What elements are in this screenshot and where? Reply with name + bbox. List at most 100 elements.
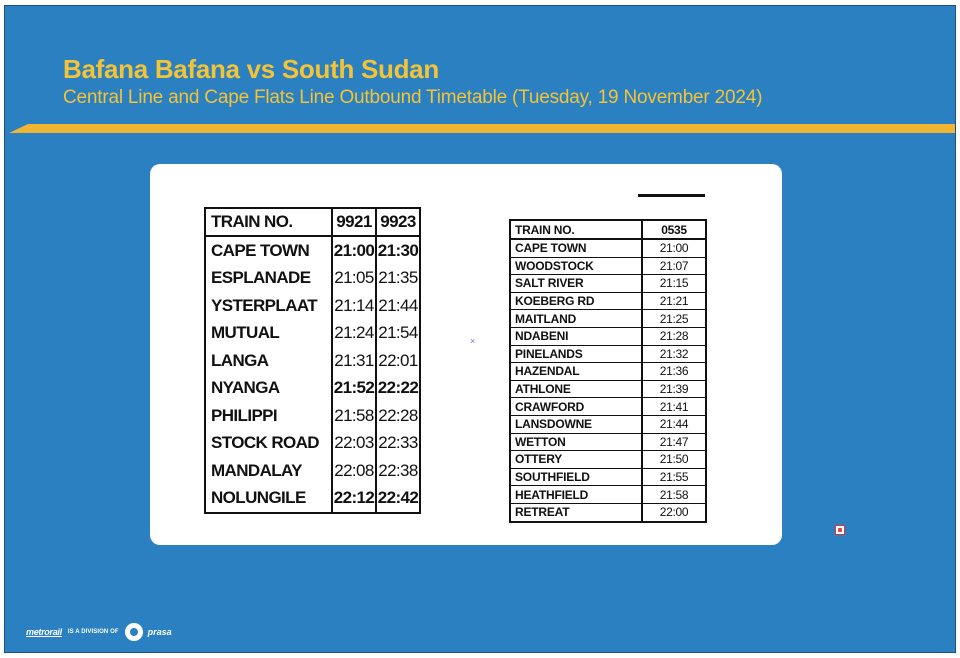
prasa-logo-icon (124, 623, 143, 641)
table-row: KOEBERG RD 21:21 (510, 292, 706, 311)
departure-time: 21:44 (642, 415, 706, 434)
station-name: OTTERY (510, 450, 643, 469)
table-row: ESPLANADE 21:05 21:35 (205, 264, 420, 292)
departure-time: 21:58 (331, 402, 376, 430)
table-row: MAITLAND 21:25 (510, 309, 706, 328)
cape-flats-line-table: TRAIN NO. 0535 CAPE TOWN 21:00 WOODSTOCK 21… (509, 219, 707, 523)
station-name: MAITLAND (510, 309, 643, 328)
page-subtitle: Central Line and Cape Flats Line Outboun… (63, 87, 763, 108)
station-name: CAPE TOWN (510, 239, 643, 258)
table-row: LANGA 21:31 22:01 (205, 347, 420, 375)
table-row: CRAWFORD 21:41 (510, 397, 706, 416)
departure-time: 21:15 (642, 274, 706, 293)
station-name: STOCK ROAD (211, 433, 320, 453)
station-name: PHILIPPI (211, 405, 278, 425)
station-name: NYANGA (211, 378, 280, 398)
timetable-card: TRAIN NO. 9921 9923 CAPE TOWN 21:00 21:30 E… (150, 164, 782, 545)
station-name: CRAWFORD (510, 397, 643, 416)
departure-time: 22:38 (375, 457, 420, 485)
station-name: NDABENI (510, 327, 643, 346)
table-row: PINELANDS 21:32 (510, 345, 706, 364)
table-header-row: TRAIN NO. 9921 9923 (205, 208, 420, 237)
departure-time: 21:05 (331, 264, 376, 292)
departure-time: 21:44 (375, 292, 420, 320)
table-row: YSTERPLAAT 21:14 21:44 (205, 292, 420, 320)
departure-time: 21:54 (375, 319, 420, 347)
table-row: ATHLONE 21:39 (510, 380, 706, 399)
table-row: NOLUNGILE 22:12 22:42 (205, 484, 420, 513)
station-name: CAPE TOWN (211, 240, 310, 260)
table-row: RETREAT 22:00 (510, 503, 706, 523)
table-row: PHILIPPI 21:58 22:28 (205, 402, 420, 430)
station-name: ATHLONE (510, 380, 643, 399)
train-no-label: TRAIN NO. (510, 220, 643, 240)
stray-mark-icon: × (470, 336, 476, 346)
division-text: IS A DIVISION OF (67, 629, 119, 635)
station-name: LANSDOWNE (510, 415, 643, 434)
departure-time: 22:42 (375, 484, 420, 513)
departure-time: 21:30 (375, 236, 420, 265)
departure-time: 21:50 (642, 450, 706, 469)
table-row: CAPE TOWN 21:00 21:30 (205, 236, 420, 265)
metrorail-logo: metrorail (26, 627, 62, 637)
train-number: 0535 (642, 220, 706, 240)
departure-time: 21:41 (642, 397, 706, 416)
table-header-row: TRAIN NO. 0535 (510, 220, 706, 240)
table-row: NDABENI 21:28 (510, 327, 706, 346)
station-name: SALT RIVER (510, 274, 643, 293)
departure-time: 21:36 (642, 362, 706, 381)
station-name: SOUTHFIELD (510, 468, 643, 487)
train-number: 9921 (331, 208, 376, 237)
station-name: YSTERPLAAT (211, 295, 318, 315)
departure-time: 21:00 (642, 239, 706, 258)
table-row: MANDALAY 22:08 22:38 (205, 457, 420, 485)
train-number: 9923 (375, 208, 420, 237)
page-title: Bafana Bafana vs South Sudan (63, 54, 439, 84)
departure-time: 21:24 (331, 319, 376, 347)
departure-time: 21:14 (331, 292, 376, 320)
departure-time: 21:55 (642, 468, 706, 487)
timetable-slide: Bafana Bafana vs South Sudan Central Lin… (4, 5, 956, 653)
station-name: ESPLANADE (211, 268, 311, 288)
marker-icon (835, 525, 845, 535)
table-row: OTTERY 21:50 (510, 450, 706, 469)
departure-time: 21:52 (331, 374, 376, 402)
departure-time: 21:25 (642, 309, 706, 328)
station-name: RETREAT (510, 503, 643, 523)
departure-time: 21:07 (642, 257, 706, 276)
table-row: STOCK ROAD 22:03 22:33 (205, 429, 420, 457)
divider-bar (9, 124, 955, 133)
station-name: PINELANDS (510, 345, 643, 364)
decorative-rule (638, 194, 705, 197)
table-row: SOUTHFIELD 21:55 (510, 468, 706, 487)
departure-time: 22:00 (642, 503, 706, 523)
departure-time: 22:33 (375, 429, 420, 457)
departure-time: 22:12 (331, 484, 376, 513)
table-row: LANSDOWNE 21:44 (510, 415, 706, 434)
departure-time: 22:01 (375, 347, 420, 375)
departure-time: 21:58 (642, 485, 706, 504)
station-name: HEATHFIELD (510, 485, 643, 504)
departure-time: 21:47 (642, 433, 706, 452)
station-name: MUTUAL (211, 323, 280, 343)
departure-time: 21:39 (642, 380, 706, 399)
table-row: NYANGA 21:52 22:22 (205, 374, 420, 402)
station-name: WETTON (510, 433, 643, 452)
table-row: SALT RIVER 21:15 (510, 274, 706, 293)
station-name: LANGA (211, 350, 269, 370)
departure-time: 22:03 (331, 429, 376, 457)
departure-time: 22:28 (375, 402, 420, 430)
train-no-label: TRAIN NO. (205, 208, 332, 237)
departure-time: 21:35 (375, 264, 420, 292)
departure-time: 22:22 (375, 374, 420, 402)
station-name: NOLUNGILE (211, 488, 306, 508)
station-name: KOEBERG RD (510, 292, 643, 311)
table-row: WOODSTOCK 21:07 (510, 257, 706, 276)
departure-time: 21:28 (642, 327, 706, 346)
table-row: HEATHFIELD 21:58 (510, 485, 706, 504)
departure-time: 21:00 (331, 236, 376, 265)
table-row: MUTUAL 21:24 21:54 (205, 319, 420, 347)
central-line-table: TRAIN NO. 9921 9923 CAPE TOWN 21:00 21:30 E… (204, 207, 421, 514)
table-row: WETTON 21:47 (510, 433, 706, 452)
departure-time: 21:21 (642, 292, 706, 311)
